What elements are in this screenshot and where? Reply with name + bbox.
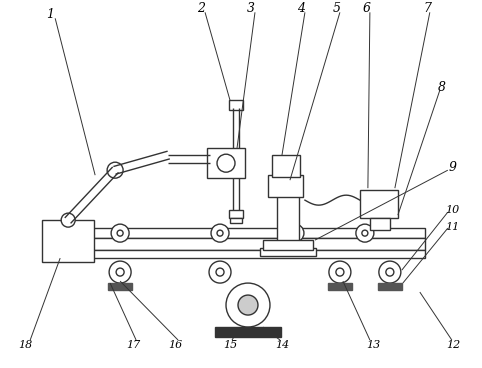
Circle shape xyxy=(61,213,75,227)
Circle shape xyxy=(356,224,374,242)
Text: 16: 16 xyxy=(168,340,182,350)
Bar xyxy=(207,148,245,178)
Text: 15: 15 xyxy=(223,340,237,350)
Circle shape xyxy=(286,224,304,242)
Circle shape xyxy=(329,261,351,283)
Text: 4: 4 xyxy=(297,2,305,15)
Bar xyxy=(60,228,425,238)
Bar xyxy=(42,220,94,262)
Bar xyxy=(370,218,390,230)
Text: 12: 12 xyxy=(447,340,461,350)
Bar xyxy=(215,327,281,337)
Circle shape xyxy=(107,162,123,178)
Bar xyxy=(268,175,303,197)
Text: 9: 9 xyxy=(449,161,457,174)
Text: 8: 8 xyxy=(438,81,446,94)
Text: 6: 6 xyxy=(363,2,371,15)
Bar xyxy=(277,195,299,250)
Bar xyxy=(378,283,402,290)
Text: 7: 7 xyxy=(424,2,432,15)
Circle shape xyxy=(379,261,401,283)
Text: 1: 1 xyxy=(46,8,54,21)
Text: 10: 10 xyxy=(446,205,460,215)
Bar xyxy=(60,238,425,250)
Text: 17: 17 xyxy=(126,340,140,350)
Circle shape xyxy=(116,268,124,276)
Text: 5: 5 xyxy=(333,2,341,15)
Text: 2: 2 xyxy=(197,2,205,15)
Circle shape xyxy=(336,268,344,276)
Circle shape xyxy=(292,230,298,236)
Circle shape xyxy=(211,224,229,242)
Circle shape xyxy=(226,283,270,327)
Bar xyxy=(229,100,243,110)
Circle shape xyxy=(238,295,258,315)
Circle shape xyxy=(111,224,129,242)
Bar xyxy=(328,283,352,290)
Circle shape xyxy=(117,230,123,236)
Circle shape xyxy=(217,154,235,172)
Bar xyxy=(60,250,425,258)
Bar xyxy=(230,218,242,223)
Text: 13: 13 xyxy=(366,340,380,350)
Text: 14: 14 xyxy=(275,340,289,350)
Bar xyxy=(263,240,313,250)
Text: 3: 3 xyxy=(247,2,255,15)
Circle shape xyxy=(216,268,224,276)
Bar xyxy=(360,190,398,218)
Bar xyxy=(229,210,243,218)
Circle shape xyxy=(217,230,223,236)
Circle shape xyxy=(386,268,394,276)
Bar xyxy=(272,155,300,177)
Bar xyxy=(260,248,316,256)
Circle shape xyxy=(362,230,368,236)
Text: 18: 18 xyxy=(18,340,32,350)
Circle shape xyxy=(109,261,131,283)
Text: 11: 11 xyxy=(446,222,460,232)
Circle shape xyxy=(209,261,231,283)
Bar xyxy=(108,283,132,290)
